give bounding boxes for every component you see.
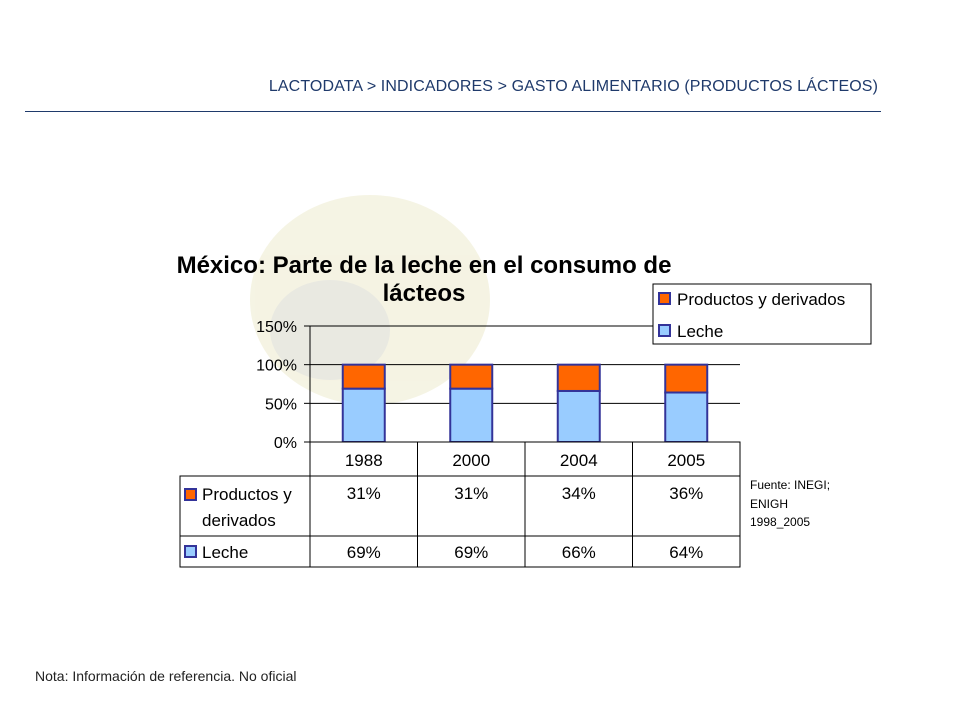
bar-leche [449,387,494,444]
x-category-label: 2004 [560,451,598,470]
data-label-productos: 31% [347,484,381,503]
header-divider [25,111,881,112]
x-category-label: 2000 [452,451,490,470]
source-note: Fuente: INEGI; ENIGH 1998_2005 [750,478,830,529]
source-line-1: Fuente: INEGI; [750,478,830,492]
bar-leche [664,391,709,443]
footnote: Nota: Información de referencia. No ofic… [35,668,297,684]
breadcrumb: LACTODATA > INDICADORES > GASTO ALIMENTA… [268,78,878,95]
x-category-label: 1988 [345,451,383,470]
y-tick-label: 150% [256,319,297,336]
legend-swatch-leche [658,324,671,337]
data-label-leche: 64% [669,543,703,562]
row-swatch-productos [184,488,197,501]
y-tick-label: 0% [274,435,297,452]
data-label-leche: 69% [454,543,488,562]
legend-box [652,283,872,345]
y-tick-label: 50% [265,396,297,413]
row-swatch-leche [184,545,197,558]
bar-productos [556,363,601,392]
legend-label-leche: Leche [677,322,723,341]
data-label-productos: 36% [669,484,703,503]
bar-leche [556,389,601,443]
chart-title-line1: México: Parte de la leche en el consumo … [177,252,672,279]
table-body [179,475,741,568]
legend-label-productos: Productos y derivados [677,290,845,309]
bar-productos [341,363,386,390]
bar-leche [341,387,386,444]
data-label-productos: 31% [454,484,488,503]
row-label-productos-1: Productos y [202,485,292,504]
bar-productos [664,363,709,394]
row-label-productos-2: derivados [202,511,276,530]
data-label-productos: 34% [562,484,596,503]
row-label-leche: Leche [202,543,248,562]
legend-swatch-productos [658,292,671,305]
chart-title-line2: lácteos [383,280,466,307]
legend: Productos y derivados Leche [652,283,872,345]
source-line-3: 1998_2005 [750,515,810,529]
bars [341,363,709,444]
source-line-2: ENIGH [750,497,788,511]
data-label-leche: 69% [347,543,381,562]
data-label-leche: 66% [562,543,596,562]
x-category-label: 2005 [667,451,705,470]
data-table: 1988 31% 69% 2000 31% 69% 2004 34% 66% 2005 36% 64%… [179,441,741,568]
y-tick-label: 100% [256,358,297,375]
bar-productos [449,363,494,390]
y-axis: 0% 50% 100% 150% [256,319,311,452]
